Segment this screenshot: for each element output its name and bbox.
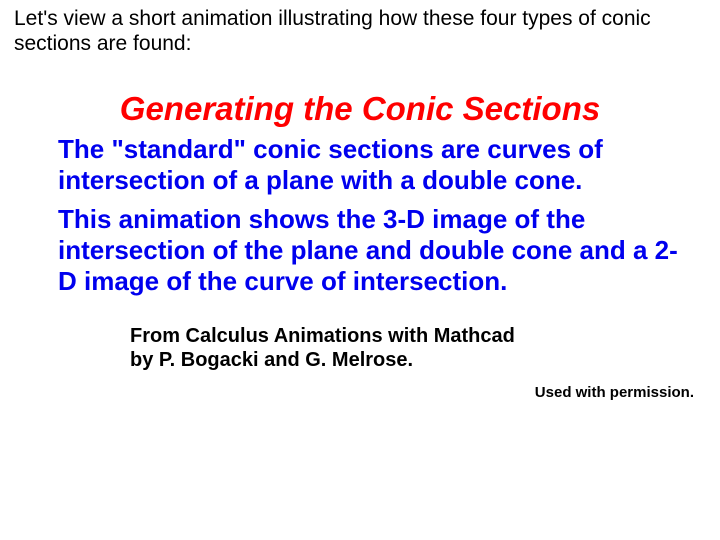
credit-line-1: From Calculus Animations with Mathcad <box>130 324 515 348</box>
slide-title: Generating the Conic Sections <box>0 90 720 128</box>
paragraph-1: The "standard" conic sections are curves… <box>58 134 678 196</box>
permission-note: Used with permission. <box>535 384 694 401</box>
intro-text: Let's view a short animation illustratin… <box>14 6 706 56</box>
credit-line-2: by P. Bogacki and G. Melrose. <box>130 348 515 372</box>
slide-page: Let's view a short animation illustratin… <box>0 0 720 540</box>
paragraph-2: This animation shows the 3-D image of th… <box>58 204 678 297</box>
credit-block: From Calculus Animations with Mathcad by… <box>130 324 515 372</box>
